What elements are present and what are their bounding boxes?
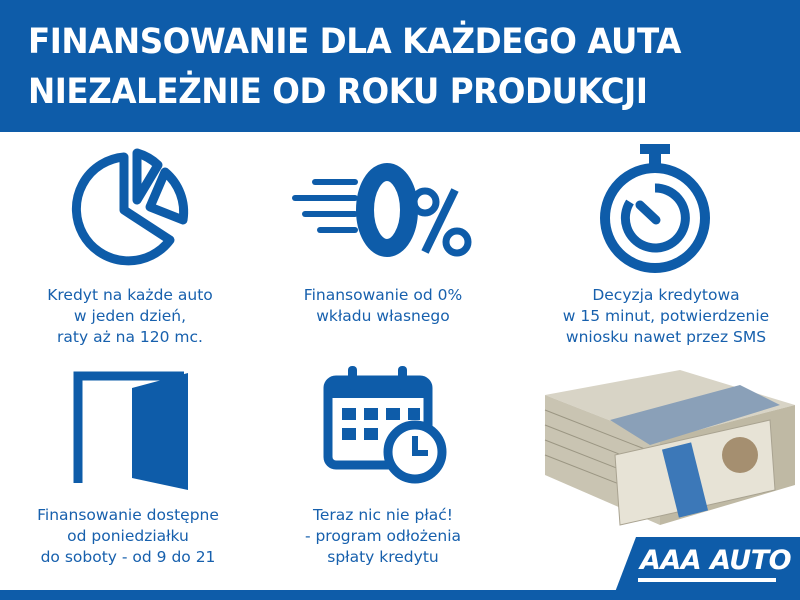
caption-line: - program odłożenia [304, 527, 462, 545]
stopwatch-icon [600, 144, 710, 273]
feature-caption-credit: Kredyt na każde auto w jeden dzień, raty… [0, 285, 260, 348]
caption-line: Teraz nic nie płać! [313, 506, 453, 524]
caption-line: raty aż na 120 mc. [57, 328, 203, 346]
open-door-icon [73, 371, 188, 490]
caption-line: do soboty - od 9 do 21 [40, 548, 216, 566]
feature-caption-decision: Decyzja kredytowa w 15 minut, potwierdze… [536, 285, 796, 348]
caption-line: w 15 minut, potwierdzenie [562, 307, 770, 325]
zero-percent-icon [292, 163, 472, 257]
caption-line: wniosku nawet przez SMS [565, 328, 767, 346]
caption-line: Finansowanie od 0% [303, 286, 463, 304]
calendar-clock-icon [323, 366, 447, 484]
caption-line: Decyzja kredytowa [592, 286, 740, 304]
caption-line: Finansowanie dostępne [37, 506, 219, 524]
headline-line-1: FINANSOWANIE DLA KAŻDEGO AUTA [28, 22, 681, 62]
headline-line-2: NIEZALEŻNIE OD ROKU PRODUKCJI [28, 72, 648, 112]
logo-underline [638, 578, 776, 582]
caption-line: w jeden dzień, [73, 307, 187, 325]
aaa-auto-logo: AAA AUTO [640, 545, 792, 576]
banknote-stack-image [544, 370, 795, 526]
caption-line: spłaty kredytu [327, 548, 439, 566]
caption-line: wkładu własnego [316, 307, 450, 325]
bottom-bar [0, 590, 800, 600]
header-banner: FINANSOWANIE DLA KAŻDEGO AUTA NIEZALEŻNI… [0, 0, 800, 132]
feature-caption-zero-down: Finansowanie od 0% wkładu własnego [253, 285, 513, 327]
feature-caption-deferral: Teraz nic nie płać! - program odłożenia … [253, 505, 513, 568]
feature-caption-hours: Finansowanie dostępne od poniedziałku do… [0, 505, 258, 568]
logo-background [612, 537, 800, 600]
caption-line: od poniedziałku [67, 527, 189, 545]
caption-line: Kredyt na każde auto [47, 286, 213, 304]
pie-chart-icon [71, 148, 189, 266]
